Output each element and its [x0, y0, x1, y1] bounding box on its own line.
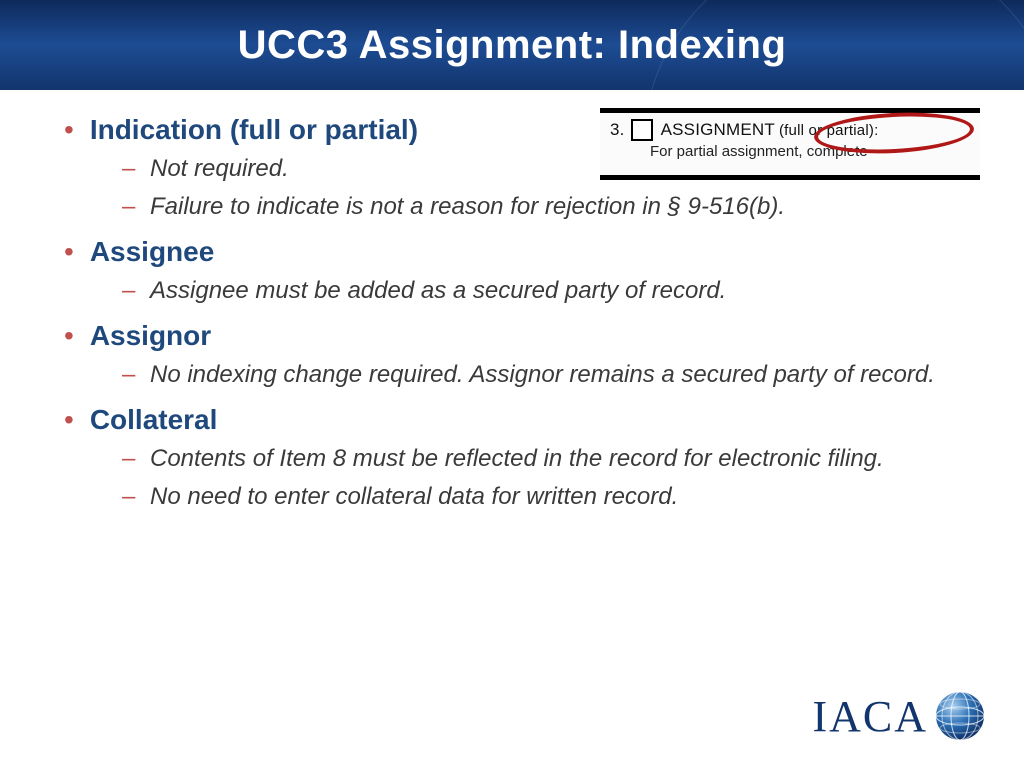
sub-text: Not required. — [150, 154, 289, 184]
dash-icon: – — [122, 361, 136, 389]
section-heading: Assignor — [90, 320, 211, 352]
sub-list: –No indexing change required. Assignor r… — [122, 360, 976, 390]
sub-item: –Assignee must be added as a secured par… — [122, 276, 976, 306]
dash-icon: – — [122, 445, 136, 473]
dash-icon: – — [122, 155, 136, 183]
section-collateral: • Collateral –Contents of Item 8 must be… — [64, 404, 976, 512]
logo: IACA — [812, 690, 986, 742]
form-paren: (full or partial): — [779, 122, 878, 139]
section-heading: Indication (full or partial) — [90, 114, 418, 146]
sub-text: No indexing change required. Assignor re… — [150, 360, 935, 390]
sub-item: –Contents of Item 8 must be reflected in… — [122, 444, 976, 474]
form-number: 3. — [610, 120, 625, 140]
sub-item: –No need to enter collateral data for wr… — [122, 482, 976, 512]
dash-icon: – — [122, 277, 136, 305]
section-assignor: • Assignor –No indexing change required.… — [64, 320, 976, 390]
slide-title: UCC3 Assignment: Indexing — [238, 23, 787, 68]
sub-item: –No indexing change required. Assignor r… — [122, 360, 976, 390]
sub-text: Failure to indicate is not a reason for … — [150, 192, 785, 222]
sub-text: Contents of Item 8 must be reflected in … — [150, 444, 884, 474]
globe-icon — [934, 690, 986, 742]
bullet-row: • Collateral — [64, 404, 976, 436]
title-bar: UCC3 Assignment: Indexing — [0, 0, 1024, 90]
form-line-1: 3. ASSIGNMENT (full or partial): — [610, 119, 970, 141]
section-assignee: • Assignee –Assignee must be added as a … — [64, 236, 976, 306]
bullet-row: • Assignee — [64, 236, 976, 268]
bullet-icon: • — [64, 116, 74, 144]
form-label: ASSIGNMENT — [661, 120, 775, 140]
dash-icon: – — [122, 193, 136, 221]
bullet-icon: • — [64, 238, 74, 266]
bullet-row: • Assignor — [64, 320, 976, 352]
logo-text: IACA — [812, 691, 928, 742]
dash-icon: – — [122, 483, 136, 511]
section-heading: Assignee — [90, 236, 215, 268]
sub-item: –Failure to indicate is not a reason for… — [122, 192, 976, 222]
slide: UCC3 Assignment: Indexing 3. ASSIGNMENT … — [0, 0, 1024, 768]
form-line-2: For partial assignment, complete — [650, 143, 970, 160]
sub-list: –Assignee must be added as a secured par… — [122, 276, 976, 306]
sub-text: No need to enter collateral data for wri… — [150, 482, 678, 512]
form-snippet: 3. ASSIGNMENT (full or partial): For par… — [600, 108, 980, 180]
sub-text: Assignee must be added as a secured part… — [150, 276, 726, 306]
bullet-icon: • — [64, 406, 74, 434]
section-heading: Collateral — [90, 404, 218, 436]
bullet-icon: • — [64, 322, 74, 350]
sub-list: –Contents of Item 8 must be reflected in… — [122, 444, 976, 512]
checkbox-icon — [631, 119, 653, 141]
